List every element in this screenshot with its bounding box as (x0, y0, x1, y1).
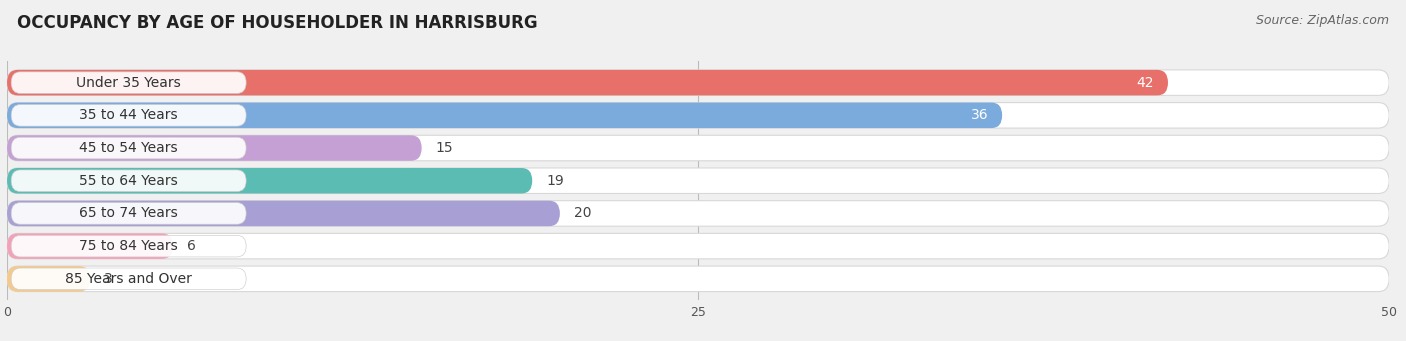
FancyBboxPatch shape (7, 70, 1389, 95)
FancyBboxPatch shape (7, 266, 90, 292)
Text: Source: ZipAtlas.com: Source: ZipAtlas.com (1256, 14, 1389, 27)
Text: 35 to 44 Years: 35 to 44 Years (79, 108, 179, 122)
FancyBboxPatch shape (7, 103, 1002, 128)
Text: 20: 20 (574, 206, 591, 220)
FancyBboxPatch shape (7, 135, 1389, 161)
Text: 3: 3 (104, 272, 112, 286)
FancyBboxPatch shape (7, 266, 1389, 292)
FancyBboxPatch shape (11, 72, 246, 93)
FancyBboxPatch shape (7, 135, 422, 161)
FancyBboxPatch shape (11, 235, 246, 257)
Text: 6: 6 (187, 239, 195, 253)
Text: OCCUPANCY BY AGE OF HOUSEHOLDER IN HARRISBURG: OCCUPANCY BY AGE OF HOUSEHOLDER IN HARRI… (17, 14, 537, 32)
FancyBboxPatch shape (7, 103, 1389, 128)
Text: 42: 42 (1136, 76, 1154, 90)
Text: 55 to 64 Years: 55 to 64 Years (79, 174, 179, 188)
Text: 36: 36 (970, 108, 988, 122)
FancyBboxPatch shape (11, 170, 246, 192)
Text: 15: 15 (436, 141, 453, 155)
FancyBboxPatch shape (7, 201, 560, 226)
Text: 75 to 84 Years: 75 to 84 Years (79, 239, 179, 253)
FancyBboxPatch shape (7, 70, 1168, 95)
FancyBboxPatch shape (7, 168, 533, 193)
FancyBboxPatch shape (11, 268, 246, 290)
Text: 45 to 54 Years: 45 to 54 Years (79, 141, 179, 155)
Text: Under 35 Years: Under 35 Years (76, 76, 181, 90)
Text: 65 to 74 Years: 65 to 74 Years (79, 206, 179, 220)
Text: 85 Years and Over: 85 Years and Over (65, 272, 193, 286)
FancyBboxPatch shape (7, 168, 1389, 193)
FancyBboxPatch shape (11, 105, 246, 126)
FancyBboxPatch shape (7, 233, 173, 259)
Text: 19: 19 (546, 174, 564, 188)
FancyBboxPatch shape (11, 137, 246, 159)
FancyBboxPatch shape (7, 233, 1389, 259)
FancyBboxPatch shape (11, 203, 246, 224)
FancyBboxPatch shape (7, 201, 1389, 226)
